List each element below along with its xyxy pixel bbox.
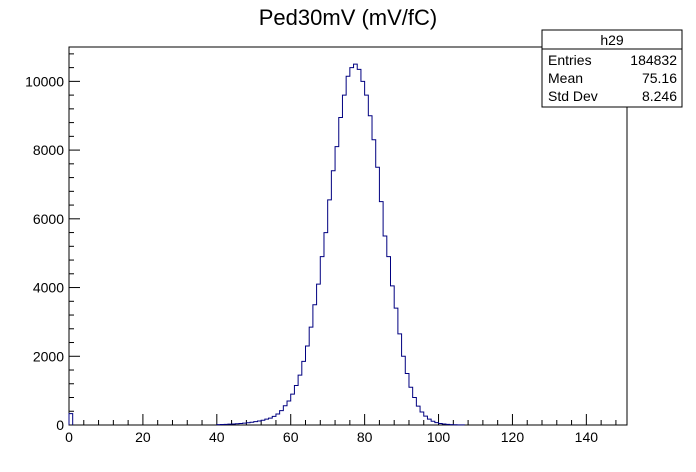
histogram-bin: [324, 233, 328, 425]
plot-frame: [68, 46, 628, 426]
histogram-bin: [357, 69, 361, 425]
y-tick-labels: 0 2000 4000 6000 8000 10000: [25, 73, 64, 433]
histogram-bin: [280, 411, 284, 425]
histogram-bin: [69, 414, 73, 425]
y-tick-label: 6000: [33, 211, 64, 227]
histogram-bin: [387, 257, 391, 425]
histogram-bin: [354, 64, 358, 425]
histogram-bin: [372, 140, 376, 425]
histogram-bin: [365, 95, 369, 425]
histogram-bin: [431, 421, 435, 425]
histogram-bin: [402, 356, 406, 425]
stats-box-name: h29: [600, 32, 624, 48]
x-tick-label: 140: [575, 429, 599, 445]
histogram-bin: [379, 202, 383, 425]
histogram-bin: [265, 419, 269, 425]
histogram-bin: [261, 420, 265, 425]
histogram-bin: [390, 286, 394, 425]
stats-box: h29 Entries 184832 Mean 75.16 Std Dev 8.…: [541, 29, 683, 108]
histogram-bin: [294, 385, 298, 425]
x-tick-label: 120: [501, 429, 525, 445]
histogram-bin: [346, 76, 350, 425]
histogram-bin: [272, 416, 276, 425]
stats-entries-value: 184832: [630, 52, 677, 68]
y-tick-label: 4000: [33, 280, 64, 296]
x-tick-label: 60: [283, 429, 299, 445]
histogram-bin: [257, 421, 261, 425]
histogram-outline: [68, 63, 465, 426]
x-tick-labels: 0 20 40 60 80 100 120 140: [65, 429, 598, 445]
chart-title: Ped30mV (mV/fC): [259, 5, 438, 30]
x-tick-label: 100: [427, 429, 451, 445]
histogram-bin: [342, 95, 346, 425]
histogram-bin: [298, 375, 302, 425]
y-tick-label: 2000: [33, 348, 64, 364]
histogram-bin: [331, 171, 335, 425]
y-tick-label: 8000: [33, 142, 64, 158]
histogram-bin: [254, 422, 258, 425]
x-tick-label: 40: [209, 429, 225, 445]
x-tick-label: 80: [357, 429, 373, 445]
histogram-bin: [361, 81, 365, 425]
stats-mean-value: 75.16: [642, 70, 677, 86]
histogram-bin: [420, 412, 424, 425]
histogram-bin: [302, 361, 306, 425]
histogram-bin: [413, 398, 417, 425]
histogram-bin: [320, 257, 324, 425]
x-tick-label: 20: [135, 429, 151, 445]
stats-entries-label: Entries: [548, 52, 592, 68]
histogram-bin: [376, 167, 380, 425]
y-tick-label: 10000: [25, 73, 64, 89]
histogram-bin: [306, 346, 310, 425]
histogram-bin: [283, 406, 287, 425]
histogram-bin: [350, 68, 354, 425]
histogram-bin: [368, 116, 372, 425]
stats-box-frame: [541, 29, 683, 108]
histogram-bin: [287, 401, 291, 425]
histogram-bin: [405, 373, 409, 425]
histogram-bin: [398, 334, 402, 425]
histogram-bin: [409, 387, 413, 425]
y-tick-label: 0: [56, 417, 64, 433]
stats-stddev-label: Std Dev: [548, 88, 598, 104]
histogram-bin: [416, 406, 420, 425]
stats-mean-label: Mean: [548, 70, 583, 86]
histogram-bin: [335, 147, 339, 425]
x-tick-label: 0: [65, 429, 73, 445]
histogram-bin: [394, 308, 398, 425]
histogram-bin: [328, 200, 332, 425]
histogram-bin: [269, 418, 273, 425]
stats-stddev-value: 8.246: [642, 88, 677, 104]
histogram-bin: [317, 284, 321, 425]
histogram-bin: [313, 305, 317, 425]
histogram-bin: [339, 117, 343, 425]
histogram-bin: [424, 416, 428, 425]
histogram-bin: [291, 394, 295, 425]
histogram-bin: [427, 419, 431, 425]
histogram-bin: [276, 414, 280, 425]
histogram-bin: [383, 236, 387, 425]
histogram-bin: [309, 327, 313, 425]
